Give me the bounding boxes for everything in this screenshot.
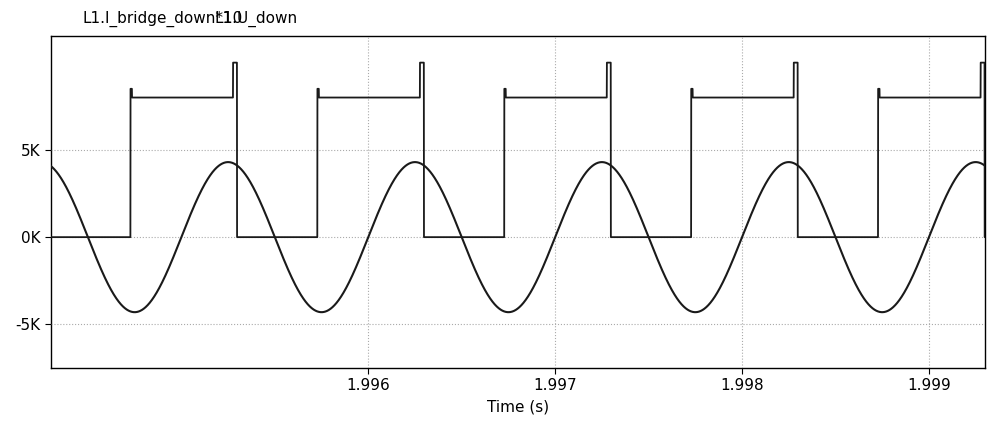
Text: L1.U_down: L1.U_down (215, 11, 298, 27)
Text: L1.I_bridge_down*10: L1.I_bridge_down*10 (82, 11, 242, 27)
X-axis label: Time (s): Time (s) (487, 399, 549, 414)
